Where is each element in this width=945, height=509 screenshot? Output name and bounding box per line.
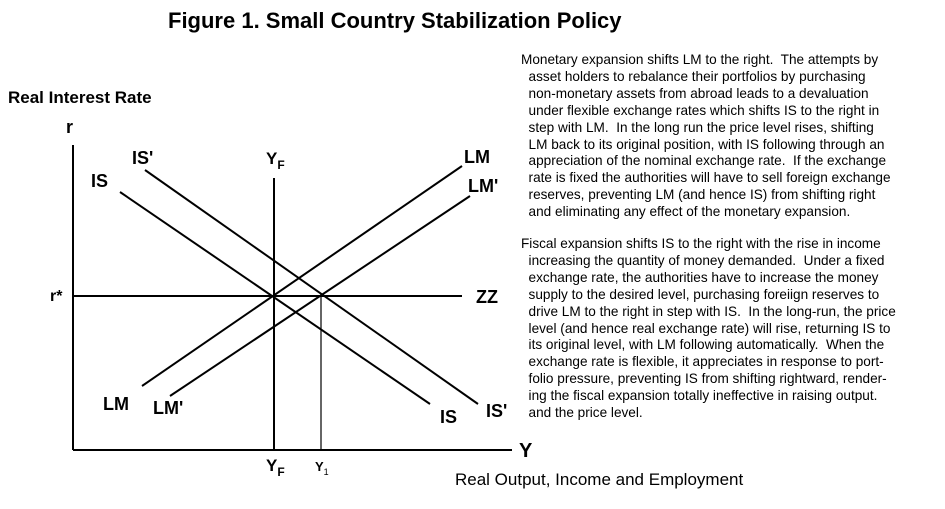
is-shifted-label-top: IS' xyxy=(132,148,153,168)
yf-top-main: Y xyxy=(266,149,278,168)
is-label-bottom: IS xyxy=(440,407,457,427)
fiscal-text-line: exchange rate is flexible, it appreciate… xyxy=(521,354,884,370)
yf-bottom-main: Y xyxy=(266,456,278,475)
is-shifted-label-bottom: IS' xyxy=(486,401,507,421)
fiscal-text-line: exchange rate, the authorities have to i… xyxy=(521,269,879,285)
monetary-text-line: and eliminating any effect of the moneta… xyxy=(521,204,851,220)
lm-label-bottom: LM xyxy=(103,394,129,414)
monetary-text-line: under flexible exchange rates which shif… xyxy=(521,102,880,118)
fiscal-text-line: ing the fiscal expansion totally ineffec… xyxy=(521,388,878,404)
monetary-text-line: LM back to its original position, with I… xyxy=(521,136,885,152)
monetary-text-line: appreciation of the nominal exchange rat… xyxy=(521,153,887,169)
lm-label-top: LM xyxy=(464,147,490,167)
is-label-top: IS xyxy=(91,171,108,191)
fiscal-text-line: drive LM to the right in step with IS. I… xyxy=(521,303,896,319)
fiscal-text-line: level (and hence real exchange rate) wil… xyxy=(521,320,891,336)
figure-title: Figure 1. Small Country Stabilization Po… xyxy=(168,8,622,33)
monetary-text-line: non-monetary assets from abroad leads to… xyxy=(521,85,869,101)
yf-top-label: YF xyxy=(266,149,285,172)
monetary-text-line: rate is fixed the authorities will have … xyxy=(521,170,891,186)
fiscal-text-line: increasing the quantity of money demande… xyxy=(521,252,885,268)
yf-top-sub: F xyxy=(277,158,284,172)
is-shifted-curve xyxy=(144,169,479,405)
y-axis-title: Real Interest Rate xyxy=(8,88,152,107)
x-axis-title: Real Output, Income and Employment xyxy=(455,470,744,489)
monetary-text-line: reserves, preventing LM (and hence IS) f… xyxy=(521,187,876,203)
fiscal-text-line: supply to the desired level, purchasing … xyxy=(521,286,880,302)
y1-label: Y1 xyxy=(315,459,329,477)
fiscal-text-line: and the price level. xyxy=(521,405,643,421)
y1-sub: 1 xyxy=(324,467,329,477)
fiscal-explanation: Fiscal expansion shifts IS to the right … xyxy=(521,236,896,422)
monetary-text-line: step with LM. In the long run the price … xyxy=(521,119,874,135)
lm-shifted-label-top: LM' xyxy=(468,176,498,196)
is-curve xyxy=(119,191,431,405)
monetary-explanation: Monetary expansion shifts LM to the righ… xyxy=(521,52,891,221)
r-star-label: r* xyxy=(50,288,63,305)
monetary-text-line: Monetary expansion shifts LM to the righ… xyxy=(521,52,879,67)
yf-bottom-sub: F xyxy=(277,465,284,479)
lm-curve xyxy=(141,165,463,387)
fiscal-text-line: folio pressure, preventing IS from shift… xyxy=(521,371,887,387)
zz-label: ZZ xyxy=(476,287,498,307)
yf-bottom-label: YF xyxy=(266,456,285,479)
y-axis-symbol: r xyxy=(66,117,73,137)
x-axis-symbol: Y xyxy=(519,440,533,462)
lm-shifted-curve xyxy=(169,195,471,397)
fiscal-text-line: its original level, with LM following au… xyxy=(521,337,885,353)
lm-shifted-label-bottom: LM' xyxy=(153,398,183,418)
fiscal-text-line: Fiscal expansion shifts IS to the right … xyxy=(521,236,881,251)
y1-main: Y xyxy=(315,459,324,474)
monetary-text-line: asset holders to rebalance their portfol… xyxy=(521,68,866,84)
